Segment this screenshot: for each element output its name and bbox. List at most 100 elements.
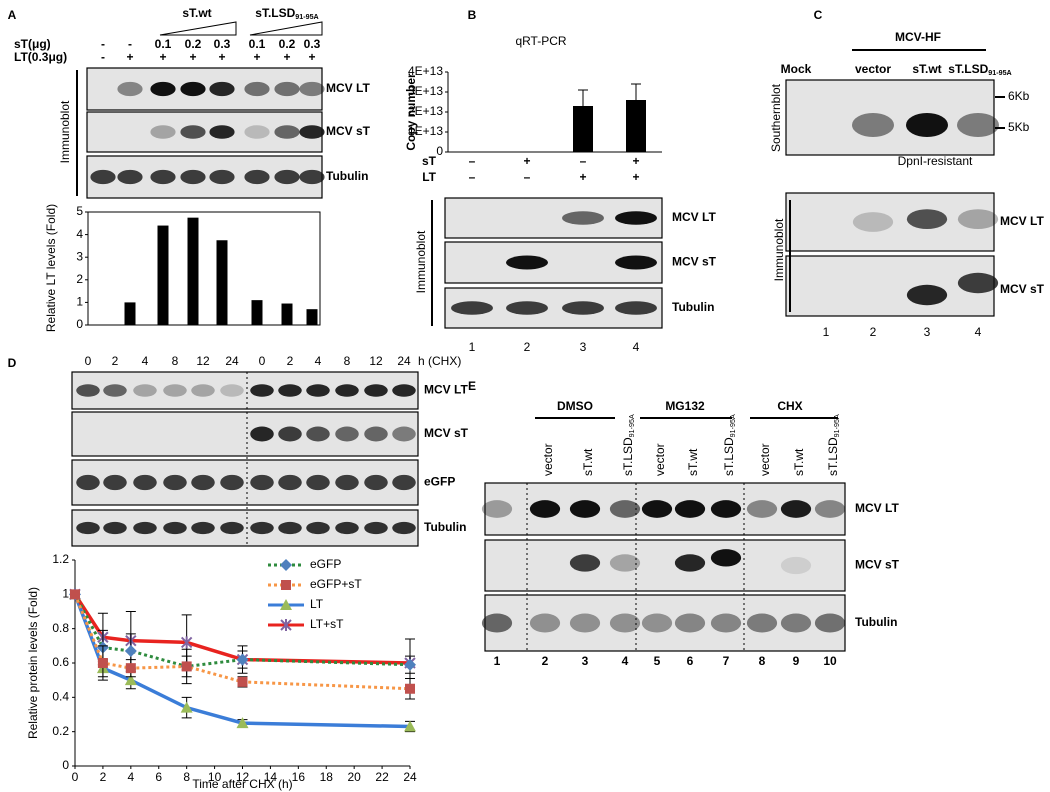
band <box>278 426 302 442</box>
y-tick-label: 3 <box>76 249 83 263</box>
label: 0.2 <box>185 37 202 51</box>
band <box>191 521 215 535</box>
blot <box>71 459 419 506</box>
label: sT.LSD91-95A <box>826 414 841 476</box>
bar <box>251 300 263 325</box>
blot <box>71 509 419 547</box>
band <box>335 426 359 442</box>
band <box>133 521 157 535</box>
label: Immunoblot <box>772 218 786 281</box>
band <box>569 554 601 572</box>
bar <box>187 217 199 325</box>
point <box>236 653 249 666</box>
x-tick-label: 2 <box>100 770 107 784</box>
wedge <box>159 21 237 36</box>
legend-label: eGFP+sT <box>310 577 362 591</box>
label: + <box>632 170 639 184</box>
error-bar <box>631 83 641 100</box>
label: 12 <box>196 354 210 368</box>
band <box>392 474 416 491</box>
label: Mock <box>781 62 812 76</box>
band <box>274 125 300 139</box>
y-tick-label: 4E+13 <box>408 64 443 78</box>
label: 3 <box>580 340 587 354</box>
label: Tubulin <box>326 169 368 183</box>
x-tick-label: 14 <box>264 770 278 784</box>
band <box>133 474 157 491</box>
band <box>306 521 330 535</box>
label: MCV LT <box>424 383 468 397</box>
point <box>180 636 193 649</box>
bar <box>157 225 169 325</box>
band <box>117 81 143 97</box>
y-tick-label: 0 <box>62 758 69 772</box>
band <box>562 301 604 315</box>
band <box>364 474 388 491</box>
band <box>674 554 706 572</box>
series-line <box>73 593 411 668</box>
band <box>710 500 742 518</box>
label: Southernblot <box>769 83 783 152</box>
label-main: sT.LSD <box>826 437 840 476</box>
band <box>392 384 416 397</box>
point <box>124 644 137 657</box>
label: MCV sT <box>1000 282 1045 296</box>
band <box>220 384 244 397</box>
legend-marker <box>281 580 291 590</box>
point <box>125 663 136 674</box>
label: - <box>101 37 105 51</box>
band <box>278 521 302 535</box>
band <box>209 125 235 139</box>
band <box>180 125 206 139</box>
band <box>615 211 657 225</box>
label: 3 <box>924 325 931 339</box>
x-tick-label: 8 <box>183 770 190 784</box>
band <box>335 521 359 535</box>
band <box>335 384 359 397</box>
band <box>250 384 274 397</box>
band <box>244 125 270 139</box>
x-tick-label: 0 <box>72 770 79 784</box>
label: sT.LSD91-95A <box>722 414 737 476</box>
band <box>117 169 143 185</box>
label: 4 <box>633 340 640 354</box>
label: 0.1 <box>249 37 266 51</box>
y-tick-label: 0.4 <box>52 690 69 704</box>
bar <box>626 100 646 152</box>
band <box>250 474 274 491</box>
label: + <box>159 50 166 64</box>
bar <box>306 309 318 325</box>
band <box>306 384 330 397</box>
band <box>76 521 100 535</box>
band <box>191 474 215 491</box>
band <box>76 384 100 397</box>
band <box>103 474 127 491</box>
label: MCV sT <box>326 124 371 138</box>
label: DpnI-resistant <box>898 154 973 168</box>
label: 3 <box>582 654 589 668</box>
band <box>392 426 416 442</box>
label: Tubulin <box>855 615 897 629</box>
band <box>710 613 742 633</box>
y-tick-label: 4 <box>76 227 83 241</box>
blot <box>785 79 995 156</box>
label-sub: 91-95A <box>833 414 841 437</box>
label: sT.wt <box>686 448 700 476</box>
y-axis-label: Relative protein levels (Fold) <box>26 587 40 739</box>
y-tick-label: 2 <box>76 272 83 286</box>
band <box>180 81 206 97</box>
legend-label: LT <box>310 597 324 611</box>
band <box>852 113 894 137</box>
panel-label: E <box>468 379 476 393</box>
x-axis-label: Time after CHX (h) <box>192 777 292 791</box>
bar <box>281 303 293 325</box>
label: 0.2 <box>279 37 296 51</box>
label: + <box>253 50 260 64</box>
band <box>299 125 325 139</box>
band <box>250 521 274 535</box>
label: 0 <box>85 354 92 368</box>
y-tick-label: 5 <box>76 204 83 218</box>
label: 0.1 <box>155 37 172 51</box>
label: vector <box>541 443 555 476</box>
